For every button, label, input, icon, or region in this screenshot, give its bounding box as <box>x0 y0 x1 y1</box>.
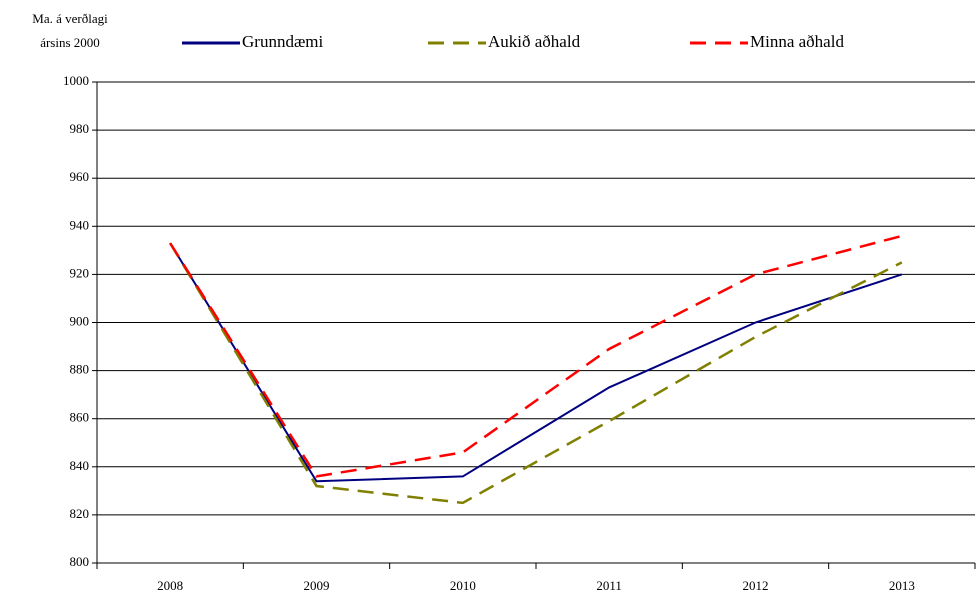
y-tick-label: 800 <box>70 554 90 569</box>
x-tick-label: 2012 <box>743 578 769 593</box>
x-tick-label: 2009 <box>304 578 330 593</box>
y-axis-label: Ma. á verðlagi <box>32 11 108 26</box>
y-tick-label: 840 <box>70 458 90 473</box>
series-line <box>169 242 903 505</box>
series-line <box>169 242 903 483</box>
y-tick-label: 960 <box>70 169 90 184</box>
legend-label: Minna aðhald <box>750 32 844 51</box>
y-tick-label: 940 <box>70 217 90 232</box>
y-tick-label: 900 <box>70 313 90 328</box>
x-tick-label: 2010 <box>450 578 476 593</box>
legend-label: Grunndæmi <box>242 32 324 51</box>
series-line <box>169 234 903 478</box>
legend-label: Aukið aðhald <box>488 32 581 51</box>
y-axis-label: ársins 2000 <box>40 35 100 50</box>
y-tick-label: 1000 <box>63 73 89 88</box>
y-tick-label: 820 <box>70 506 90 521</box>
x-tick-label: 2011 <box>596 578 622 593</box>
y-tick-label: 860 <box>70 410 90 425</box>
y-tick-label: 980 <box>70 121 90 136</box>
x-tick-label: 2013 <box>889 578 915 593</box>
y-tick-label: 880 <box>70 362 90 377</box>
y-tick-label: 920 <box>70 265 90 280</box>
x-tick-label: 2008 <box>157 578 183 593</box>
